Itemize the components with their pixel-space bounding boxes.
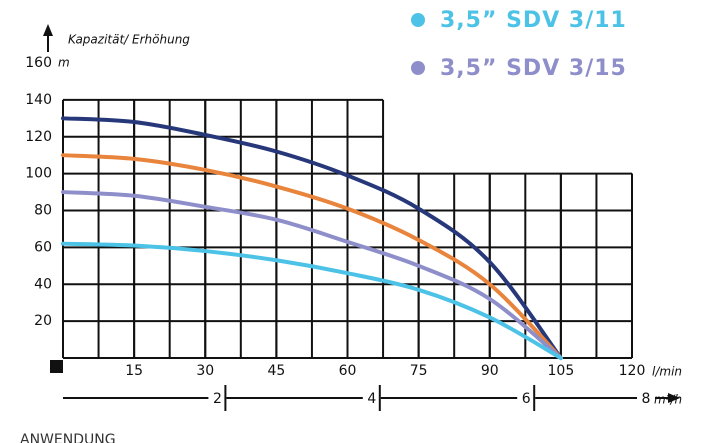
y-tick-label: 40 bbox=[34, 276, 52, 292]
x2-label-bg bbox=[362, 390, 381, 406]
x-tick-label: 45 bbox=[267, 363, 285, 379]
x2-label-bg bbox=[517, 390, 536, 406]
x-tick-label: 90 bbox=[481, 363, 499, 379]
x-tick-label: 60 bbox=[339, 363, 357, 379]
legend-marker bbox=[411, 61, 425, 75]
curve bbox=[61, 190, 563, 360]
x2-arrowhead bbox=[668, 393, 680, 403]
x2-label-bg bbox=[637, 390, 655, 406]
footer: ANWENDUNG bbox=[20, 432, 116, 443]
x-tick-label: 120 bbox=[619, 363, 646, 379]
x-tick-label: 30 bbox=[196, 363, 214, 379]
curve bbox=[61, 153, 563, 360]
curve bbox=[61, 116, 563, 360]
y-axis-label: Kapazität/ Erhöhung bbox=[68, 33, 190, 47]
x2-label-bg bbox=[208, 390, 227, 406]
origin-marker bbox=[50, 360, 63, 373]
y-tick-label: 120 bbox=[25, 129, 52, 145]
y-tick-label: 100 bbox=[25, 166, 52, 182]
legend-marker bbox=[411, 13, 425, 27]
y-tick-label: 160 bbox=[25, 55, 52, 71]
x-unit: l/min bbox=[652, 365, 682, 379]
curve bbox=[61, 241, 563, 360]
y-unit: m bbox=[58, 56, 70, 70]
y-axis-arrowhead bbox=[43, 24, 53, 36]
x2-tick-label: 4 bbox=[367, 391, 376, 407]
y-tick-label: 140 bbox=[25, 92, 52, 108]
x2-tick-label: 8 bbox=[642, 391, 651, 407]
y-tick-label: 80 bbox=[34, 203, 52, 219]
legend-label: 3,5” SDV 3/11 bbox=[440, 8, 627, 33]
x-tick-label: 15 bbox=[125, 363, 143, 379]
y-tick-label: 60 bbox=[34, 239, 52, 255]
x2-tick-label: 6 bbox=[522, 391, 531, 407]
x2-tick-label: 2 bbox=[213, 391, 222, 407]
legend-label: 3,5” SDV 3/15 bbox=[440, 56, 627, 81]
x-tick-label: 105 bbox=[548, 363, 575, 379]
y-tick-label: 20 bbox=[34, 313, 52, 329]
x2-unit: m³/h bbox=[654, 393, 682, 407]
x-tick-label: 75 bbox=[410, 363, 428, 379]
